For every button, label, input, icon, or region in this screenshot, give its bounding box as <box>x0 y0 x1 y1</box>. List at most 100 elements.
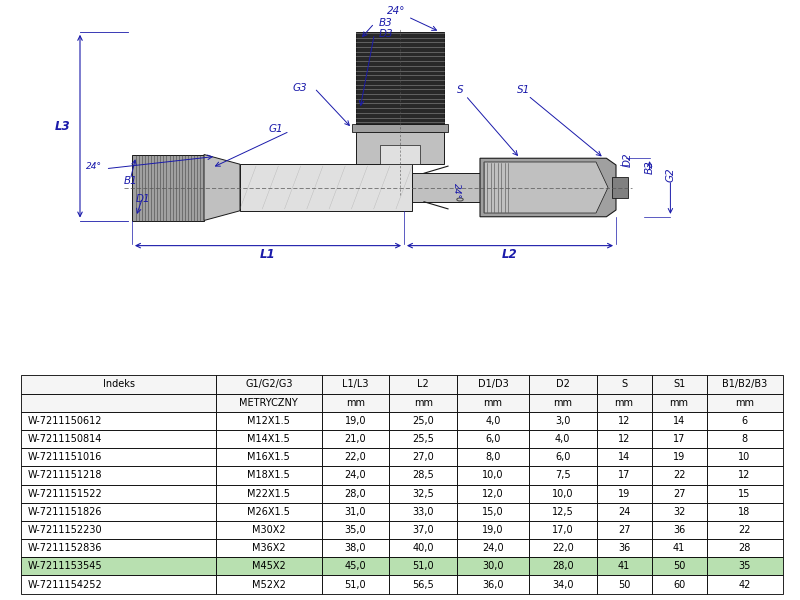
Text: D1: D1 <box>136 194 150 204</box>
Bar <box>390 575 457 593</box>
Bar <box>22 557 216 575</box>
Text: 12: 12 <box>618 416 630 426</box>
Text: 35: 35 <box>738 562 750 571</box>
Text: 28,0: 28,0 <box>552 562 574 571</box>
Text: 10,0: 10,0 <box>552 488 574 499</box>
Bar <box>457 394 529 412</box>
Text: 14: 14 <box>618 452 630 462</box>
Text: B3: B3 <box>378 18 393 28</box>
Text: L2: L2 <box>502 248 518 262</box>
Bar <box>216 412 322 430</box>
Text: 24°: 24° <box>86 163 102 172</box>
Bar <box>216 448 322 466</box>
Text: 19: 19 <box>673 452 685 462</box>
Bar <box>390 412 457 430</box>
Text: 6,0: 6,0 <box>555 452 570 462</box>
Text: mm: mm <box>414 398 433 407</box>
Text: M26X1.5: M26X1.5 <box>247 507 290 517</box>
Bar <box>529 466 597 485</box>
Bar <box>529 430 597 448</box>
Bar <box>216 484 322 503</box>
Text: 30,0: 30,0 <box>482 562 504 571</box>
Text: 34,0: 34,0 <box>552 580 574 590</box>
Text: 56,5: 56,5 <box>412 580 434 590</box>
Text: mm: mm <box>346 398 365 407</box>
Bar <box>390 484 457 503</box>
Bar <box>597 430 651 448</box>
Text: W-7211151826: W-7211151826 <box>27 507 102 517</box>
Text: L1/L3: L1/L3 <box>342 379 369 389</box>
Bar <box>457 412 529 430</box>
Bar <box>597 557 651 575</box>
Bar <box>651 484 706 503</box>
Text: M16X1.5: M16X1.5 <box>247 452 290 462</box>
Text: G1: G1 <box>269 124 283 134</box>
Polygon shape <box>356 32 444 124</box>
Bar <box>529 557 597 575</box>
Text: 7,5: 7,5 <box>555 470 570 481</box>
Text: D2: D2 <box>556 379 570 389</box>
Bar <box>216 539 322 557</box>
Text: 42: 42 <box>738 580 750 590</box>
Bar <box>651 430 706 448</box>
Text: 27: 27 <box>618 525 630 535</box>
Text: M45X2: M45X2 <box>252 562 286 571</box>
Text: 8: 8 <box>742 434 748 444</box>
Text: 51,0: 51,0 <box>345 580 366 590</box>
Text: 14: 14 <box>673 416 685 426</box>
Polygon shape <box>380 145 420 164</box>
Bar <box>22 412 216 430</box>
Bar <box>390 448 457 466</box>
Text: L3: L3 <box>54 119 70 133</box>
Text: 28,0: 28,0 <box>345 488 366 499</box>
Bar <box>390 521 457 539</box>
Bar <box>390 394 457 412</box>
Text: M30X2: M30X2 <box>252 525 286 535</box>
Text: B2: B2 <box>645 160 654 174</box>
Bar <box>529 376 597 394</box>
Text: 32,5: 32,5 <box>412 488 434 499</box>
Bar <box>706 503 782 521</box>
Text: 25,0: 25,0 <box>412 416 434 426</box>
Text: 27: 27 <box>673 488 686 499</box>
Bar <box>706 575 782 593</box>
Bar <box>651 376 706 394</box>
Text: 15,0: 15,0 <box>482 507 504 517</box>
Text: 4,0: 4,0 <box>486 416 501 426</box>
Text: L2: L2 <box>418 379 429 389</box>
Polygon shape <box>132 154 204 220</box>
Text: M22X1.5: M22X1.5 <box>247 488 290 499</box>
Text: B1: B1 <box>124 176 138 186</box>
Bar <box>706 394 782 412</box>
Text: mm: mm <box>735 398 754 407</box>
Text: M12X1.5: M12X1.5 <box>247 416 290 426</box>
Bar <box>651 394 706 412</box>
Polygon shape <box>480 158 616 217</box>
Text: 40,0: 40,0 <box>412 543 434 553</box>
Bar <box>22 466 216 485</box>
Text: D1/D3: D1/D3 <box>478 379 508 389</box>
Text: 12,0: 12,0 <box>482 488 504 499</box>
Text: 36: 36 <box>618 543 630 553</box>
Bar <box>22 503 216 521</box>
Bar <box>706 521 782 539</box>
Bar <box>216 575 322 593</box>
Text: 15: 15 <box>738 488 750 499</box>
Bar <box>651 503 706 521</box>
Text: W-7211151218: W-7211151218 <box>27 470 102 481</box>
Bar <box>529 412 597 430</box>
Text: 41: 41 <box>673 543 685 553</box>
Bar <box>457 448 529 466</box>
Text: 10,0: 10,0 <box>482 470 504 481</box>
Text: W-7211150612: W-7211150612 <box>27 416 102 426</box>
Text: 22,0: 22,0 <box>345 452 366 462</box>
Bar <box>22 430 216 448</box>
Text: G1/G2/G3: G1/G2/G3 <box>245 379 293 389</box>
Text: 19,0: 19,0 <box>345 416 366 426</box>
Bar <box>706 557 782 575</box>
Bar <box>390 376 457 394</box>
Text: 32: 32 <box>673 507 686 517</box>
Text: 33,0: 33,0 <box>412 507 434 517</box>
Bar <box>216 430 322 448</box>
Text: 24,0: 24,0 <box>345 470 366 481</box>
